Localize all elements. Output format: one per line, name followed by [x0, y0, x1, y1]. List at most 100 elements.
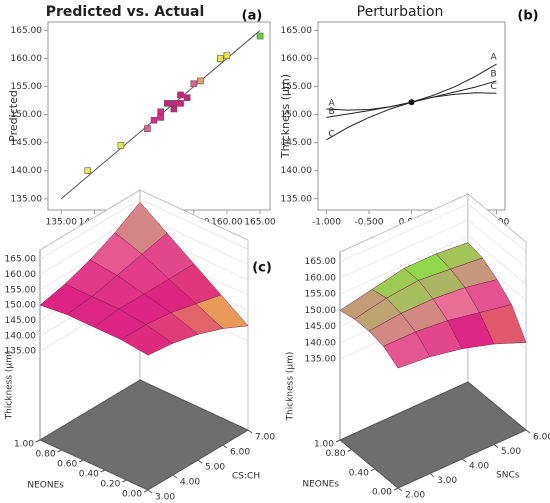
y-tick [335, 439, 341, 443]
series-label: A [491, 53, 498, 63]
series-label: B [329, 107, 335, 117]
point [197, 77, 204, 85]
x-tick-label: 3.00 [437, 476, 457, 486]
z-tick-label: 140.00 [5, 331, 37, 341]
point [150, 116, 158, 124]
series-label: C [329, 129, 335, 139]
x-tick-label: 3.00 [155, 493, 175, 503]
x-tick-label: -1.000 [312, 218, 341, 228]
x-tick-label: 4.00 [469, 462, 489, 472]
y-tick-label: 140.00 [281, 166, 313, 176]
z-tick-label: 145.00 [5, 316, 37, 326]
series-label: A [329, 98, 336, 108]
y-tick [347, 449, 352, 453]
y-tick [100, 469, 106, 473]
point [170, 105, 178, 113]
z-tick-label: 165.00 [5, 255, 37, 265]
surface-patch [383, 331, 431, 369]
point [157, 108, 164, 116]
chart-title: Predicted vs. Actual [46, 4, 205, 20]
y-tick-label: 140.00 [11, 166, 43, 176]
y-tick [78, 459, 84, 463]
y-tick [122, 479, 127, 483]
x-tick-label: 6.00 [533, 433, 550, 443]
point [163, 100, 171, 107]
y-tick-label: 150.00 [281, 110, 313, 120]
x-tick-label: 7.00 [255, 433, 275, 443]
z-tick-label: 160.00 [5, 270, 37, 280]
point [117, 142, 125, 149]
point [177, 100, 184, 107]
x-tick [247, 429, 253, 434]
y-tick-label: 1.00 [14, 440, 34, 450]
y-axis-label: NEONEs [302, 480, 339, 490]
y-tick-label: 0.80 [326, 449, 346, 459]
floor [339, 381, 527, 489]
z-axis-label: Thickness (µm) [5, 351, 15, 421]
panel-label: (c) [252, 261, 272, 276]
chart-title: Perturbation [357, 4, 444, 20]
y-tick [393, 487, 399, 491]
y-tick-label: 0.40 [79, 470, 99, 480]
wall-grid-line [39, 198, 249, 260]
x-tick [493, 444, 499, 448]
y-tick-label: 145.00 [11, 138, 43, 148]
point [216, 55, 224, 62]
y-tick [57, 449, 62, 453]
point [190, 80, 198, 88]
y-tick-label: 1.00 [314, 440, 334, 450]
x-tick [222, 444, 228, 449]
z-axis-label: Thickness (µm) [286, 352, 296, 422]
x-axis-label: SNCs [496, 471, 520, 481]
x-tick-label: 135.00 [46, 218, 78, 228]
y-tick [370, 468, 376, 472]
y-axis-label: Thickness (µm) [279, 74, 292, 159]
x-tick [172, 474, 178, 479]
y-tick-label: 0.20 [100, 480, 120, 490]
x-tick-label: 5.00 [205, 463, 225, 473]
y-tick-label: 160.00 [11, 54, 43, 64]
y-tick-label: 0.80 [36, 450, 56, 460]
z-tick-label: 135.00 [5, 347, 37, 357]
plot-frame [317, 21, 506, 211]
y-tick-label: 155.00 [11, 82, 43, 92]
z-tick-label: 160.00 [305, 273, 337, 283]
z-tick-label: 155.00 [305, 290, 337, 300]
wall-grid-line [339, 219, 527, 279]
wall-grid-line [339, 203, 527, 262]
point [144, 125, 151, 132]
y-tick [35, 439, 41, 443]
y-tick-label: 155.00 [281, 82, 313, 92]
z-tick-label: 155.00 [5, 285, 37, 295]
point [183, 94, 191, 102]
x-tick [147, 489, 153, 494]
series-label: C [491, 82, 497, 92]
x-tick-label: 2.00 [405, 491, 425, 501]
z-tick-label: 165.00 [305, 257, 337, 267]
x-tick-label: 165.00 [244, 218, 276, 228]
z-tick-label: 135.00 [305, 354, 337, 364]
series-label: B [491, 69, 497, 79]
surface-patch [120, 324, 174, 356]
point [256, 32, 264, 40]
x-tick [397, 487, 403, 492]
y-tick-label: 135.00 [11, 194, 43, 204]
z-tick-label: 145.00 [305, 322, 337, 332]
y-tick-label: 135.00 [281, 194, 313, 204]
x-tick-label: -0.500 [354, 218, 383, 228]
y-tick-label: 0.60 [57, 460, 77, 470]
x-tick [429, 473, 435, 477]
y-tick-label: 145.00 [281, 138, 313, 148]
y-tick-label: 165.00 [11, 26, 43, 36]
wall-grid-line [339, 235, 527, 295]
y-axis-label: Predicted [7, 90, 20, 142]
y-tick-label: 165.00 [281, 26, 313, 36]
z-tick-label: 140.00 [305, 338, 337, 348]
y-tick-label: 0.40 [349, 468, 369, 478]
series-line [326, 80, 497, 118]
point [223, 52, 231, 59]
point [157, 114, 164, 121]
y-tick [143, 489, 149, 493]
z-tick-label: 150.00 [305, 306, 337, 316]
